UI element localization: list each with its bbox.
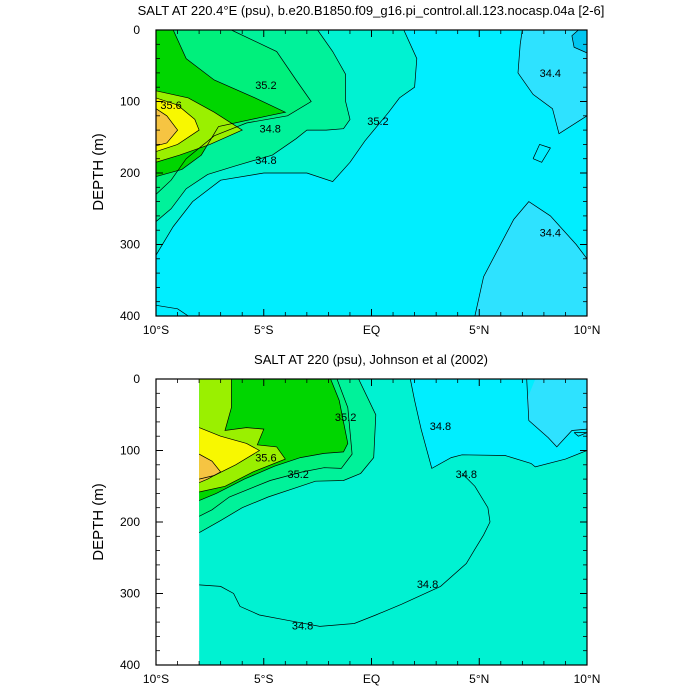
contour-label: 35.6 [255, 453, 276, 465]
x-tick-label: 10°N [574, 672, 601, 686]
x-tick-label: 5°S [254, 323, 273, 337]
contour-line-6 [156, 97, 200, 152]
bottom-panel-title: SALT AT 220 (psu), Johnson et al (2002) [254, 352, 488, 367]
contour-line-8 [474, 201, 587, 316]
top-panel-y-axis-label: DEPTH (m) [90, 133, 107, 211]
contour-line-11 [571, 30, 587, 54]
contour-line-3 [156, 30, 312, 195]
contour-area: 35.6 35.2 34.8 35.2 34.8 34.4 34.4 [156, 30, 587, 316]
salinity-region-2 [518, 30, 587, 134]
y-tick-label: 300 [120, 238, 140, 252]
y-tick-label: 300 [120, 587, 140, 601]
contour-label: 35.2 [288, 469, 309, 481]
contour-line-9 [573, 432, 587, 437]
y-tick-label: 100 [120, 95, 140, 109]
x-tick-label: 5°N [469, 323, 489, 337]
contour-line-8 [199, 473, 491, 627]
contour-line-7 [526, 379, 587, 448]
y-tick-label: 0 [133, 372, 140, 386]
contour-label: 35.2 [255, 80, 276, 92]
contour-line-1 [156, 30, 418, 256]
contour-label: 34.4 [540, 227, 561, 239]
salinity-region-1 [414, 201, 587, 316]
contour-label: 35.2 [335, 412, 356, 424]
x-tick-label: 10°S [143, 323, 169, 337]
contour-line-6 [409, 379, 587, 469]
y-tick-label: 200 [120, 515, 140, 529]
contour-label: 35.6 [160, 100, 181, 112]
contour-line-7 [156, 108, 179, 147]
y-tick-label: 100 [120, 444, 140, 458]
contour-line-4 [156, 30, 287, 177]
salinity-region-8 [199, 454, 221, 483]
bottom-panel: SALT AT 220 (psu), Johnson et al (2002) … [90, 352, 600, 686]
contour-label: 35.2 [367, 116, 388, 128]
contour-label: 34.8 [292, 621, 313, 633]
contour-label: 34.8 [456, 469, 477, 481]
contour-line-1 [199, 379, 353, 517]
y-tick-label: 400 [120, 309, 140, 323]
contour-line-9 [517, 30, 587, 135]
contour-label: 34.4 [540, 68, 561, 80]
contour-line-0 [156, 304, 189, 316]
contour-label: 34.8 [430, 421, 451, 433]
contour-line-5 [199, 453, 222, 484]
contour-area: 35.2 35.6 35.2 34.8 34.8 34.8 34.8 [199, 379, 587, 665]
salinity-region-4 [571, 30, 587, 53]
contour-line-2 [156, 30, 351, 222]
contour-line-10 [532, 143, 551, 163]
contour-line-0 [199, 379, 377, 534]
contour-line-5 [156, 90, 243, 163]
contour-line-3 [199, 379, 286, 493]
x-tick-label: 10°N [574, 323, 601, 337]
salinity-region-3 [533, 144, 551, 163]
contour-label: 34.8 [417, 579, 438, 591]
x-tick-label: 10°S [143, 672, 169, 686]
y-tick-label: 400 [120, 658, 140, 672]
contour-label: 34.8 [260, 124, 281, 136]
salinity-region-2 [526, 379, 587, 447]
top-panel-title: SALT AT 220.4°E (psu), b.e20.B1850.f09_g… [138, 3, 605, 18]
top-panel: SALT AT 220.4°E (psu), b.e20.B1850.f09_g… [90, 3, 604, 337]
bottom-panel-y-axis-label: DEPTH (m) [90, 483, 107, 561]
contour-label: 34.8 [255, 155, 276, 167]
x-tick-label: 5°N [469, 672, 489, 686]
x-tick-label: 5°S [254, 672, 273, 686]
contour-line-2 [199, 379, 349, 501]
x-tick-label: EQ [363, 323, 380, 337]
y-tick-label: 0 [133, 23, 140, 37]
x-tick-label: EQ [363, 672, 380, 686]
y-tick-label: 200 [120, 166, 140, 180]
